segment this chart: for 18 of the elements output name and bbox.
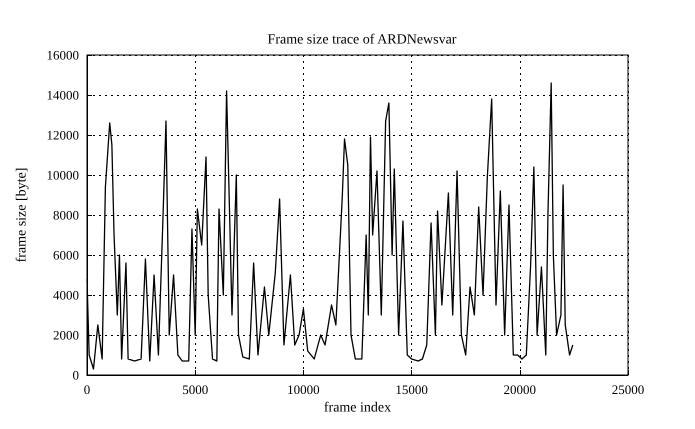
y-tick-label: 8000 — [53, 208, 79, 222]
x-tick-label: 20000 — [504, 382, 536, 397]
y-axis-title: frame size [byte] — [14, 168, 30, 262]
x-tick-label: 15000 — [395, 382, 428, 397]
y-tick-label: 14000 — [46, 88, 79, 102]
y-tick-label: 12000 — [46, 128, 79, 142]
chart-title: Frame size trace of ARDNewsvar — [268, 32, 457, 48]
x-axis-title: frame index — [324, 400, 392, 416]
x-tick-label: 0 — [84, 382, 90, 397]
y-tick-label: 4000 — [53, 288, 79, 302]
x-tick-label: 25000 — [612, 382, 644, 397]
y-tick-label: 2000 — [53, 328, 79, 342]
x-tick-label: 5000 — [182, 382, 208, 397]
y-tick-label: 0 — [72, 368, 79, 382]
y-tick-label: 6000 — [53, 248, 79, 262]
x-tick-label: 10000 — [287, 382, 320, 397]
y-tick-label: 10000 — [46, 168, 79, 182]
y-tick-label: 16000 — [46, 48, 79, 62]
